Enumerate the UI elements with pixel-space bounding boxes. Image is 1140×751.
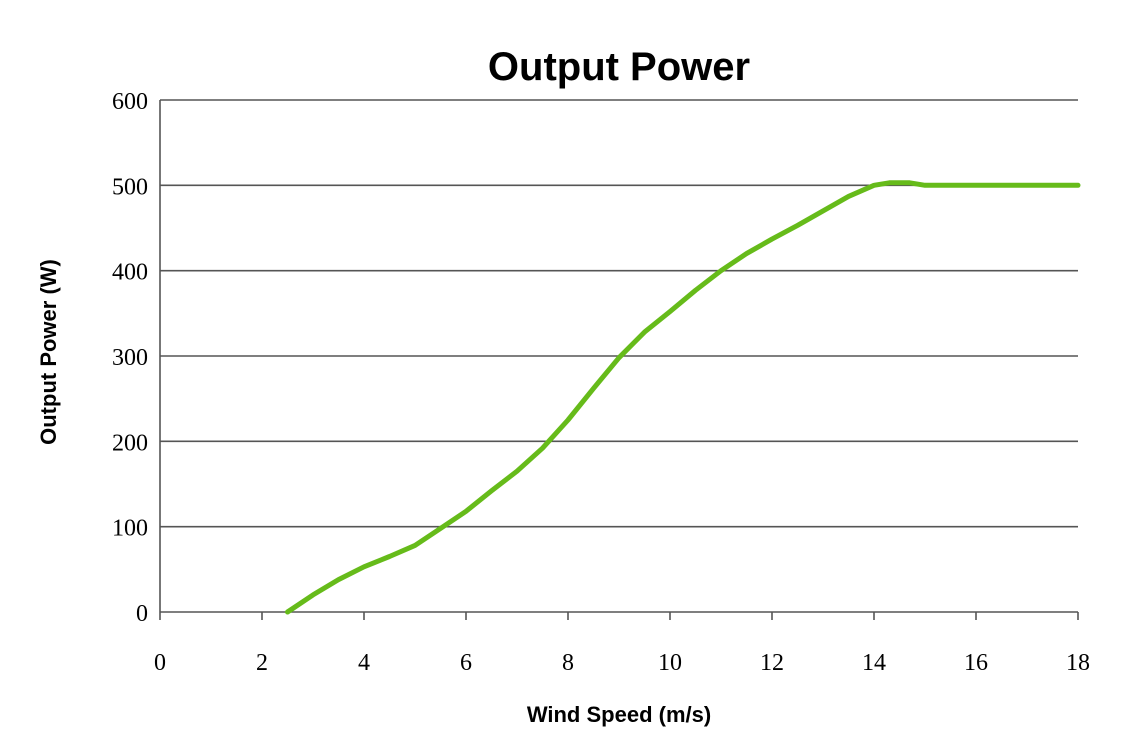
x-tick-label: 16 <box>964 650 988 676</box>
y-tick-label: 300 <box>112 345 148 371</box>
x-tick-label: 14 <box>862 650 886 676</box>
gridlines <box>160 99 1078 528</box>
y-tick-label: 600 <box>112 89 148 115</box>
x-tick-label: 12 <box>760 650 784 676</box>
y-tick-label: 500 <box>112 174 148 200</box>
axes <box>159 100 1079 620</box>
x-tick-label: 0 <box>154 650 166 676</box>
y-axis-title: Output Power (W) <box>36 259 61 445</box>
y-tick-label: 400 <box>112 260 148 286</box>
x-tick-label: 18 <box>1066 650 1090 676</box>
y-tick-label: 100 <box>112 516 148 542</box>
series-line-0 <box>285 180 1081 615</box>
x-axis-title: Wind Speed (m/s) <box>527 702 711 727</box>
x-tick-label: 6 <box>460 650 472 676</box>
x-tick-label: 10 <box>658 650 682 676</box>
x-tick-label: 2 <box>256 650 268 676</box>
series-layer <box>285 180 1081 615</box>
chart-title: Output Power <box>488 45 750 89</box>
y-tick-label: 0 <box>136 601 148 627</box>
tick-labels: 0 100 200 300 400 500 600 0 2 4 6 8 10 12 14 16 18 <box>112 89 1090 676</box>
y-tick-label: 200 <box>112 430 148 456</box>
x-tick-label: 8 <box>562 650 574 676</box>
x-tick-label: 4 <box>358 650 370 676</box>
